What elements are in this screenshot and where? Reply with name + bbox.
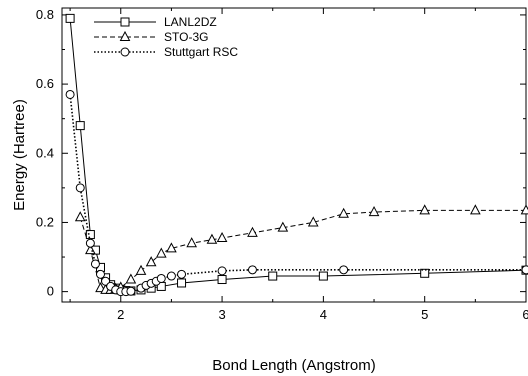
y-axis-ticks: 0 0.2 0.4 0.6 0.8 [36, 7, 526, 299]
data-point [85, 238, 95, 248]
y-tick-label: 0.6 [36, 76, 54, 91]
plot-frame [61, 7, 527, 303]
x-axis-ticks: 2 3 4 5 6 [69, 8, 528, 322]
data-point [155, 247, 167, 258]
data-point [277, 221, 289, 232]
data-point [166, 242, 177, 253]
data-point [65, 13, 75, 23]
legend-label: LANL2DZ [164, 15, 217, 29]
legend-label: STO-3G [164, 30, 208, 44]
data-point [135, 264, 147, 275]
data-point [74, 211, 86, 222]
data-point [339, 265, 349, 275]
data-point [521, 265, 528, 275]
legend-label: Stuttgart RSC [164, 45, 238, 59]
data-point [85, 230, 95, 240]
data-point [520, 204, 528, 215]
series-1 [74, 204, 528, 294]
y-tick-label: 0.4 [36, 145, 54, 160]
x-tick-label: 4 [320, 307, 327, 322]
data-point [217, 266, 227, 276]
data-point [318, 271, 328, 281]
data-point [177, 278, 187, 288]
data-point [65, 89, 75, 99]
plot-area: 2 3 4 5 6 0 0.2 0.4 0.6 0.8 [36, 7, 528, 322]
data-point [216, 231, 228, 243]
series-layer [65, 13, 528, 297]
series-line [69, 18, 527, 292]
x-tick-label: 3 [218, 307, 225, 322]
data-point [470, 204, 481, 215]
y-axis-label: Energy (Hartree) [11, 99, 28, 211]
data-point [420, 268, 430, 278]
data-point [247, 265, 257, 275]
data-point [206, 233, 218, 244]
data-point [156, 273, 166, 283]
series-line [79, 209, 526, 291]
data-point [368, 206, 380, 217]
series-line [69, 94, 526, 293]
x-axis-label: Bond Length (Angstrom) [212, 357, 375, 374]
y-tick-label: 0.8 [36, 7, 54, 22]
x-tick-label: 5 [421, 307, 428, 322]
data-point [75, 121, 85, 131]
legend-marker [120, 47, 130, 57]
data-point [307, 216, 319, 227]
data-point [268, 271, 278, 281]
data-point [177, 269, 187, 279]
data-point [90, 259, 100, 269]
data-point [75, 183, 85, 193]
legend-item: Stuttgart RSC [94, 45, 238, 59]
data-point [126, 286, 136, 296]
series-0 [65, 13, 528, 296]
data-point [338, 207, 349, 218]
data-point [419, 204, 431, 215]
data-point [217, 275, 227, 285]
legend-marker [119, 30, 131, 41]
series-2 [65, 89, 528, 297]
legend-item: LANL2DZ [94, 15, 217, 29]
data-point [247, 226, 258, 237]
x-tick-label: 2 [117, 307, 124, 322]
data-point [145, 256, 157, 267]
data-point [186, 237, 198, 248]
y-tick-label: 0.2 [36, 214, 54, 229]
data-point [125, 273, 137, 284]
legend-item: STO-3G [94, 30, 208, 44]
y-tick-label: 0 [47, 284, 54, 299]
data-point [166, 271, 176, 281]
x-tick-label: 6 [522, 307, 528, 322]
legend-marker [120, 17, 130, 27]
data-point [95, 269, 105, 279]
